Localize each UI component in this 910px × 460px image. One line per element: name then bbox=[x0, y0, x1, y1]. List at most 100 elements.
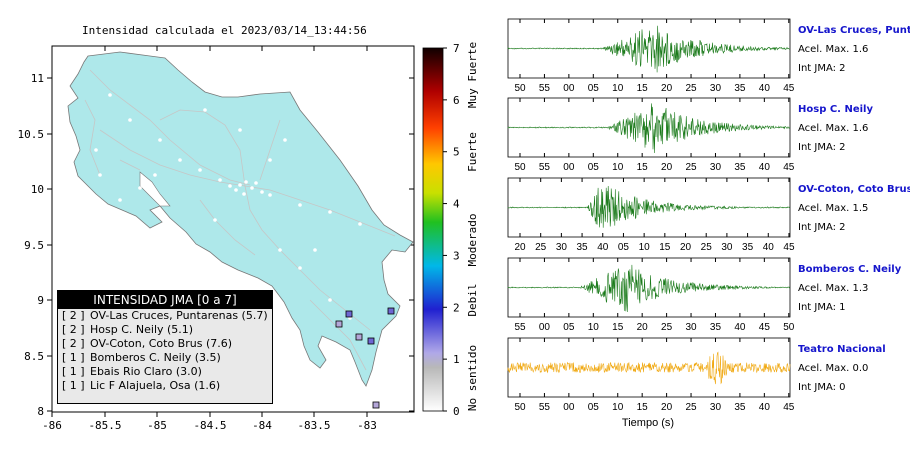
time-tick-label: 15 bbox=[659, 242, 671, 253]
station-name: Bomberos C. Neily bbox=[798, 264, 902, 275]
station-name: OV-Las Cruces, Puntar bbox=[798, 25, 910, 36]
colorbar-category-label: Muy Fuerte bbox=[466, 42, 479, 108]
lat-tick-label: 10 bbox=[31, 183, 44, 196]
lon-tick-label: -85 bbox=[147, 419, 167, 432]
station-jma-intensity: Int JMA: 2 bbox=[798, 222, 846, 233]
station-jma-intensity: Int JMA: 1 bbox=[798, 302, 846, 313]
town-dot bbox=[228, 184, 232, 188]
time-tick-label: 25 bbox=[535, 242, 547, 253]
time-tick-label: 00 bbox=[563, 162, 575, 173]
colorbar-category-label: Moderado bbox=[466, 214, 479, 267]
time-tick-label: 40 bbox=[597, 242, 609, 253]
station-info: Bomberos C. Neily Acel. Max. 1.3 Int JMA: … bbox=[798, 264, 910, 313]
town-dot bbox=[298, 203, 302, 207]
time-tick-label: 20 bbox=[661, 83, 673, 94]
lat-tick-label: 8.5 bbox=[24, 350, 44, 363]
legend-item: [ 2 ] Hosp C. Neily (5.1) bbox=[58, 323, 272, 337]
time-tick-label: 55 bbox=[539, 402, 551, 413]
time-tick-label: 30 bbox=[710, 402, 722, 413]
road bbox=[99, 129, 246, 187]
legend-item-intensity: [ 1 ] bbox=[62, 351, 85, 364]
time-tick-label: 40 bbox=[759, 162, 771, 173]
time-tick-label: 10 bbox=[588, 322, 600, 333]
town-dot bbox=[158, 138, 162, 142]
waveform-panel: 50 55 00 05 10 15 20 25 30 35 40 45 bbox=[507, 337, 795, 413]
legend-item-station: OV-Coton, Coto Brus (7.6) bbox=[90, 337, 233, 350]
waveform-panel: 50 55 00 05 10 15 20 25 30 35 40 45 bbox=[507, 18, 795, 94]
colorbar-category-label: No sentido bbox=[466, 345, 479, 411]
time-tick-label: 30 bbox=[710, 162, 722, 173]
station-jma-intensity: Int JMA: 2 bbox=[798, 142, 846, 153]
town-dot bbox=[283, 138, 287, 142]
town-dot bbox=[98, 173, 102, 177]
time-tick-label: 20 bbox=[637, 322, 649, 333]
colorbar-tick-label: 4 bbox=[453, 198, 460, 211]
legend-title: INTENSIDAD JMA [0 a 7] bbox=[58, 291, 272, 309]
time-tick-label: 20 bbox=[514, 242, 526, 253]
legend-item-intensity: [ 2 ] bbox=[62, 309, 85, 322]
town-dot bbox=[213, 218, 217, 222]
time-tick-label: 35 bbox=[710, 322, 722, 333]
town-dot bbox=[328, 298, 332, 302]
time-tick-label: 15 bbox=[612, 322, 624, 333]
station-max-acceleration: Acel. Max. 1.6 bbox=[798, 123, 869, 134]
time-tick-label: 40 bbox=[763, 242, 775, 253]
station-max-acceleration: Acel. Max. 1.6 bbox=[798, 44, 869, 55]
time-tick-label: 30 bbox=[685, 322, 697, 333]
lon-tick-label: -84 bbox=[252, 419, 272, 432]
station-name: Teatro Nacional bbox=[798, 344, 886, 355]
town-dot bbox=[268, 193, 272, 197]
lat-tick-label: 9.5 bbox=[24, 239, 44, 252]
colorbar-category-label: Fuerte bbox=[466, 132, 479, 172]
time-tick-label: 10 bbox=[612, 83, 624, 94]
station-marker bbox=[367, 337, 375, 345]
station-markers bbox=[335, 307, 395, 409]
town-dot bbox=[218, 178, 222, 182]
colorbar-tick-label: 2 bbox=[453, 301, 460, 314]
legend-item-intensity: [ 1 ] bbox=[62, 365, 85, 378]
colorbar-tick-label: 1 bbox=[453, 353, 460, 366]
map-title: Intensidad calculada el 2023/03/14_13:44… bbox=[82, 24, 367, 37]
time-tick-label: 00 bbox=[539, 322, 551, 333]
town-dot bbox=[203, 108, 207, 112]
station-name: Hosp C. Neily bbox=[798, 104, 873, 115]
time-tick-label: 35 bbox=[577, 242, 589, 253]
time-tick-label: 45 bbox=[783, 83, 795, 94]
seismic-trace bbox=[507, 264, 791, 313]
station-marker bbox=[372, 401, 380, 409]
station-max-acceleration: Acel. Max. 1.5 bbox=[798, 203, 869, 214]
road bbox=[309, 299, 367, 371]
legend-item-intensity: [ 2 ] bbox=[62, 337, 85, 350]
time-tick-label: 15 bbox=[637, 83, 649, 94]
time-tick-label: 30 bbox=[556, 242, 568, 253]
time-tick-label: 45 bbox=[783, 242, 795, 253]
time-tick-label: 50 bbox=[514, 402, 526, 413]
time-tick-label: 55 bbox=[514, 322, 526, 333]
station-info: OV-Coton, Coto Brus Acel. Max. 1.5 Int JMA… bbox=[798, 184, 910, 233]
colorbar-tick-label: 0 bbox=[453, 405, 460, 418]
time-tick-label: 05 bbox=[563, 322, 575, 333]
lat-tick-label: 8 bbox=[37, 405, 44, 418]
intensity-colorbar: 7 6 5 4 3 2 1 0 Muy Fuerte Fuerte Moderado Debil No… bbox=[422, 42, 479, 418]
town-dot bbox=[108, 93, 112, 97]
colorbar-tick-label: 7 bbox=[453, 42, 460, 55]
time-tick-label: 20 bbox=[680, 242, 692, 253]
town-dot bbox=[198, 168, 202, 172]
town-dot bbox=[153, 173, 157, 177]
station-max-acceleration: Acel. Max. 1.3 bbox=[798, 283, 869, 294]
lat-tick-label: 11 bbox=[31, 72, 44, 85]
lon-tick-label: -86 bbox=[42, 419, 62, 432]
intensity-legend: INTENSIDAD JMA [0 a 7] [ 2 ] OV-Las Cruce… bbox=[57, 290, 273, 404]
waveform-panel: 20 25 30 35 40 05 10 15 20 25 30 35 40 45 bbox=[507, 177, 795, 253]
station-marker bbox=[345, 310, 353, 318]
time-tick-label: 10 bbox=[612, 402, 624, 413]
waveform-panel: 55 00 05 10 15 20 25 30 35 40 45 50 bbox=[507, 257, 795, 333]
time-tick-label: 50 bbox=[514, 162, 526, 173]
legend-item: [ 1 ] Bomberos C. Neily (3.5) bbox=[58, 351, 272, 365]
town-dot bbox=[358, 222, 362, 226]
town-dot bbox=[242, 192, 246, 196]
time-tick-label: 25 bbox=[701, 242, 713, 253]
legend-item-station: OV-Las Cruces, Puntarenas (5.7) bbox=[90, 309, 268, 322]
costa-rica-landmass bbox=[67, 51, 414, 387]
